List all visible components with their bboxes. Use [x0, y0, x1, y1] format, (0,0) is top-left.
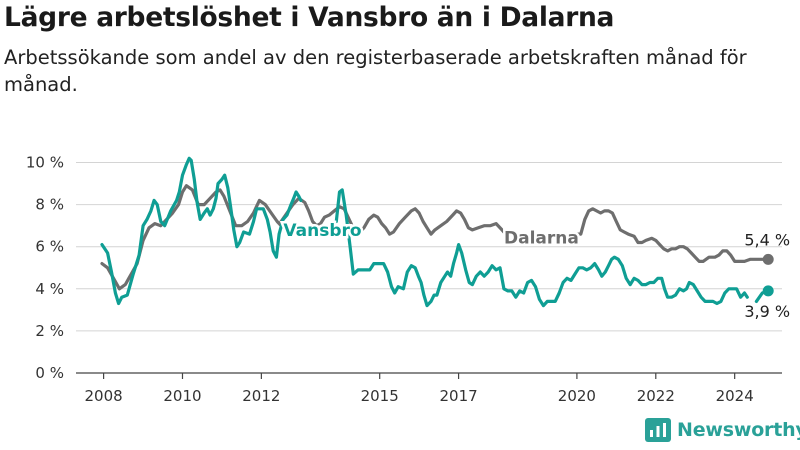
x-tick-label-2: 2012: [242, 387, 280, 405]
y-tick-label-3: 6 %: [35, 238, 64, 256]
newsworthy-logo-icon: [645, 418, 671, 442]
newsworthy-logo-text: Newsworthy: [677, 419, 800, 441]
x-tick-label-3: 2015: [361, 387, 399, 405]
y-tick-label-2: 4 %: [35, 280, 64, 298]
series-line-dalarna-fortsättning-: [279, 196, 506, 236]
y-tick-label-0: 0 %: [35, 364, 64, 382]
series-line-dalarna-slut-: [571, 207, 770, 263]
dalarna-series-label: Dalarna: [504, 229, 579, 249]
x-tick-label-6: 2022: [637, 387, 675, 405]
y-tick-label-1: 2 %: [35, 322, 64, 340]
series-line-dalarna: [100, 184, 283, 291]
y-tick-label-4: 8 %: [35, 196, 64, 214]
dalarna-end-label: 5,4 %: [744, 230, 790, 249]
x-tick-label-4: 2017: [439, 387, 477, 405]
vansbro-series-label: Vansbro: [283, 221, 361, 241]
vansbro-end-point: [762, 285, 774, 297]
x-tick-label-7: 2024: [716, 387, 754, 405]
x-tick-label-0: 2008: [85, 387, 123, 405]
grid-lines: [76, 162, 782, 332]
series-line-vansbro: [100, 156, 303, 306]
dalarna-end-point: [762, 253, 774, 265]
axes: 0 % 2 % 4 % 6 % 8 % 10 % 2008 2010 2012 2015 2017 2…: [26, 154, 782, 405]
newsworthy-logo: Newsworthy: [645, 418, 800, 442]
series-labels: 3,9 % 5,4 % Vansbro Dalarna: [281, 219, 790, 321]
chart-title: Lägre arbetslöshet i Vansbro än i Dalarn…: [4, 2, 615, 33]
x-tick-label-1: 2010: [163, 387, 201, 405]
series-lines: [100, 156, 770, 308]
vansbro-end-label: 3,9 %: [744, 302, 790, 321]
series-line-vansbro-fortsättning-: [334, 188, 749, 308]
x-tick-label-5: 2020: [558, 387, 596, 405]
chart-subtitle: Arbetssökande som andel av den registerb…: [4, 46, 747, 96]
y-tick-label-5: 10 %: [26, 154, 64, 172]
